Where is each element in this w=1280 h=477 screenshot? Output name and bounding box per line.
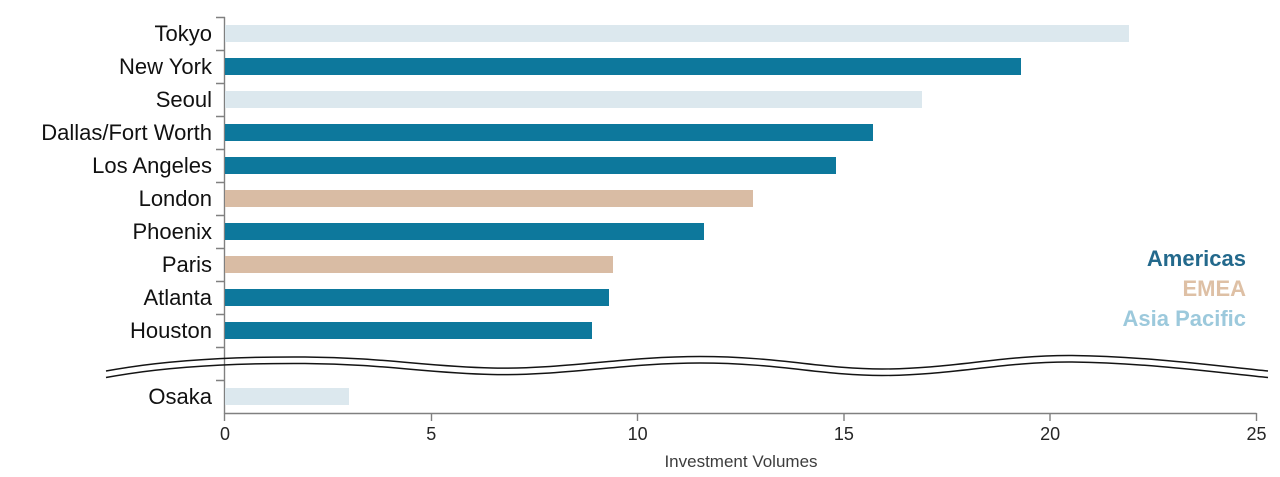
x-axis-tick-marks [223, 413, 1258, 421]
bar [225, 223, 704, 240]
axis-break-wave-lines [105, 354, 1269, 379]
bar [225, 157, 836, 174]
bar [225, 124, 873, 141]
x-tick-label: 10 [627, 424, 648, 444]
bar [225, 91, 923, 108]
bar [225, 25, 1129, 42]
y-axis-ticks [216, 16, 225, 382]
legend-item: Americas [1146, 246, 1246, 271]
category-label: Atlanta [143, 285, 213, 310]
bar [225, 289, 609, 306]
x-tick-label: 15 [833, 424, 854, 444]
category-label: Dallas/Fort Worth [41, 120, 212, 145]
category-label: New York [119, 54, 212, 79]
category-label: Seoul [155, 87, 212, 112]
category-label: Paris [161, 252, 212, 277]
legend-item: Asia Pacific [1122, 306, 1246, 331]
x-tick-label: 5 [426, 424, 437, 444]
category-label: London [138, 186, 212, 211]
category-label: Phoenix [132, 219, 212, 244]
x-axis-title: Investment Volumes [664, 452, 818, 471]
category-label: Tokyo [154, 21, 212, 46]
bar [225, 388, 349, 405]
bar [225, 58, 1022, 75]
legend: Americas EMEA Asia Pacific [1122, 244, 1246, 334]
bar [225, 322, 593, 339]
legend-item: EMEA [1182, 276, 1246, 301]
bar [225, 256, 613, 273]
bar [225, 190, 754, 207]
category-label: Osaka [148, 384, 212, 409]
x-tick-label: 20 [1040, 424, 1061, 444]
category-label: Los Angeles [92, 153, 212, 178]
x-tick-label: 25 [1246, 424, 1267, 444]
category-label: Houston [130, 318, 212, 343]
x-tick-label: 0 [219, 424, 230, 444]
